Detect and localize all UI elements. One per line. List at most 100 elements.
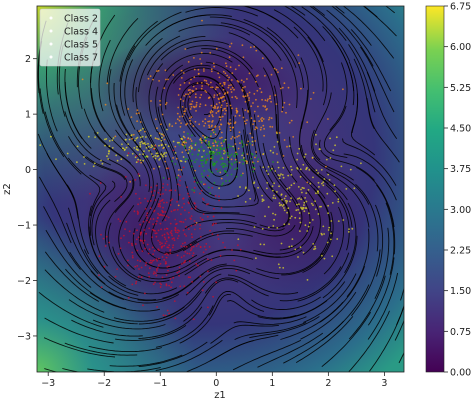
- scatter-point: [160, 139, 163, 142]
- scatter-point: [190, 147, 193, 150]
- scatter-point: [148, 149, 151, 152]
- scatter-point: [176, 237, 179, 240]
- scatter-point: [337, 198, 340, 201]
- streamline: [374, 204, 384, 277]
- streamline: [310, 168, 353, 227]
- scatter-point: [135, 112, 138, 115]
- scatter-point: [211, 114, 214, 116]
- scatter-point: [269, 125, 272, 128]
- scatter-point: [276, 161, 279, 164]
- scatter-point: [105, 235, 108, 238]
- scatter-point: [278, 185, 280, 188]
- scatter-point: [162, 135, 165, 137]
- scatter-point: [251, 140, 254, 143]
- scatter-point: [220, 163, 223, 166]
- streamline: [350, 29, 392, 92]
- scatter-point: [160, 123, 162, 126]
- scatter-point: [219, 118, 222, 121]
- scatter-point: [156, 70, 158, 72]
- scatter-point: [351, 227, 354, 230]
- streamline: [142, 197, 161, 261]
- streamline: [178, 24, 251, 36]
- scatter-point: [201, 197, 204, 200]
- scatter-point: [220, 131, 223, 134]
- scatter-point: [213, 65, 216, 68]
- scatter-point: [156, 259, 159, 262]
- streamline: [321, 311, 371, 368]
- scatter-point: [196, 181, 199, 184]
- legend-marker: [49, 42, 53, 46]
- scatter-point: [326, 241, 329, 244]
- scatter-point: [186, 132, 189, 135]
- scatter-point: [253, 110, 256, 113]
- scatter-point: [230, 42, 233, 45]
- scatter-point: [288, 223, 290, 226]
- scatter-point: [257, 105, 259, 108]
- scatter-point: [333, 184, 336, 187]
- scatter-point: [208, 145, 211, 148]
- scatter-point: [163, 146, 165, 149]
- scatter-point: [308, 212, 310, 215]
- scatter-point: [231, 126, 234, 129]
- scatter-point: [199, 141, 202, 143]
- scatter-point: [237, 80, 240, 83]
- scatter-point: [276, 132, 278, 135]
- scatter-point: [290, 245, 293, 248]
- streamline: [44, 111, 82, 175]
- scatter-point: [301, 186, 304, 189]
- scatter-point: [241, 90, 244, 92]
- scatter-point: [202, 199, 205, 201]
- scatter-point: [274, 94, 277, 97]
- scatter-point: [299, 168, 302, 171]
- scatter-point: [161, 276, 164, 279]
- scatter-point: [264, 74, 266, 77]
- scatter-point: [137, 160, 140, 163]
- scatter-point: [244, 95, 247, 98]
- streamline: [64, 68, 83, 139]
- scatter-point: [262, 166, 265, 169]
- scatter-point: [76, 161, 78, 164]
- scatter-point: [337, 200, 340, 203]
- scatter-point: [81, 78, 84, 81]
- scatter-point: [195, 105, 198, 108]
- scatter-point: [180, 160, 183, 163]
- colorbar-tick-label: 6.75: [450, 2, 471, 13]
- streamline: [112, 246, 170, 283]
- scatter-point: [169, 204, 172, 206]
- scatter-point: [98, 255, 101, 258]
- scatter-point: [131, 251, 134, 254]
- scatter-point: [232, 145, 235, 148]
- streamline: [227, 274, 299, 295]
- scatter-point: [216, 151, 219, 154]
- scatter-point: [264, 106, 266, 108]
- streamline: [279, 195, 311, 251]
- scatter-point: [308, 221, 311, 224]
- scatter-point: [98, 274, 100, 277]
- streamline: [165, 53, 233, 72]
- scatter-point: [159, 200, 162, 203]
- scatter-point: [193, 57, 195, 59]
- scatter-point: [135, 238, 138, 241]
- scatter-point: [198, 123, 201, 126]
- scatter-point: [299, 230, 301, 233]
- scatter-point: [170, 230, 173, 232]
- scatter-point: [151, 260, 154, 262]
- scatter-point: [167, 233, 170, 236]
- scatter-point: [131, 255, 134, 257]
- scatter-point: [304, 224, 307, 227]
- scatter-point: [159, 100, 161, 102]
- scatter-point: [255, 98, 257, 101]
- scatter-point: [164, 189, 167, 191]
- scatter-point: [184, 209, 186, 212]
- scatter-point: [186, 186, 189, 189]
- scatter-point: [209, 111, 212, 114]
- scatter-point: [204, 137, 207, 140]
- scatter-point: [235, 175, 238, 178]
- streamline: [86, 156, 128, 203]
- streamline: [188, 198, 255, 218]
- scatter-point: [177, 174, 180, 177]
- scatter-point: [272, 151, 275, 154]
- scatter-point: [282, 106, 284, 109]
- scatter-point: [152, 78, 154, 81]
